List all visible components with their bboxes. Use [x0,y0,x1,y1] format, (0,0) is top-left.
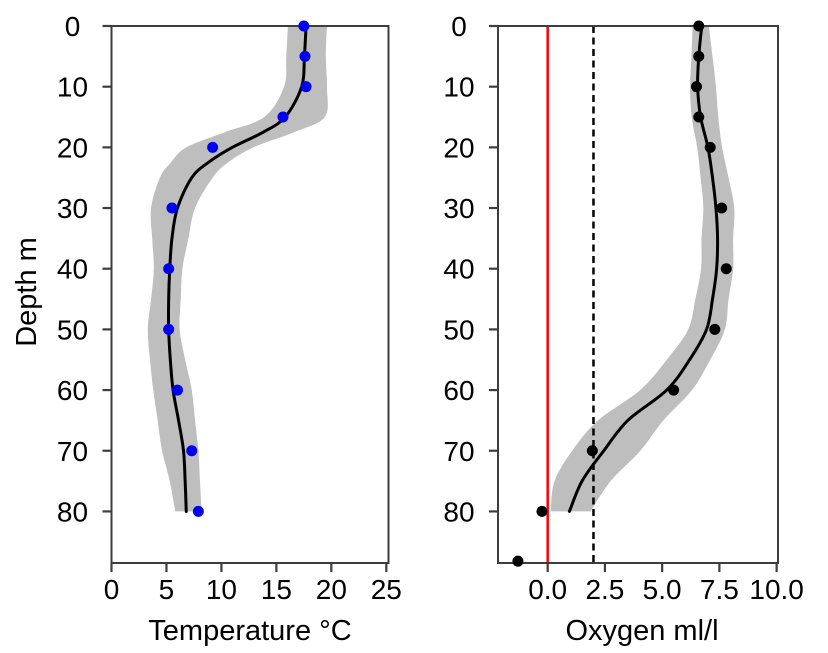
confidence-band [147,26,328,512]
y-tick-label: 10 [57,72,88,103]
data-point [299,50,311,62]
y-tick-label: 20 [443,132,474,163]
data-point [691,81,702,93]
y-tick-label: 80 [57,496,88,527]
data-point [163,263,175,275]
x-tick-label: 7.5 [700,574,739,605]
data-point [709,323,721,335]
data-point [277,111,289,123]
x-tick-label: 2.5 [585,574,624,605]
y-tick-label: 0 [65,11,81,42]
x-tick-label: 10 [206,574,237,605]
y-tick-label: 60 [443,375,474,406]
data-point [704,141,716,153]
y-tick-label: 80 [443,496,474,527]
oxygen-plot: 0.0 2.5 5.0 7.5 10.0 0 10 20 30 40 50 60 70 80 Oxygen … [443,11,803,647]
confidence-band [550,26,735,512]
data-point [207,141,219,153]
data-point [186,445,198,457]
data-point [192,505,204,517]
plot-frame [110,25,390,564]
data-point [693,111,705,123]
data-point [586,445,598,457]
x-tick-label: 10.0 [749,574,804,605]
data-point [171,384,183,396]
y-tick-label: 30 [443,193,474,224]
data-point [298,20,310,32]
x-axis-title: Temperature °C [148,615,351,647]
y-tick-label: 20 [57,132,88,163]
y-axis-title: Depth m [11,237,43,347]
data-point [512,555,524,567]
x-tick-label: 5 [159,574,175,605]
x-axis-title: Oxygen ml/l [565,615,718,647]
smoothed-fit-line [567,24,720,513]
data-point [536,505,548,517]
plot-frame [497,25,779,564]
data-point [163,323,175,335]
data-point [693,50,705,62]
y-tick-label: 50 [57,314,88,345]
data-point [720,263,732,275]
data-point [716,202,728,214]
y-tick-label: 40 [57,254,88,285]
data-point [693,20,705,32]
y-tick-label: 70 [57,436,88,467]
y-tick-label: 60 [57,375,88,406]
y-tick-label: 0 [451,11,467,42]
temperature-plot: 0 5 10 15 20 25 0 10 20 30 40 50 60 70 80 Temperature °… [11,11,402,647]
data-point [166,202,178,214]
y-tick-label: 70 [443,436,474,467]
data-point [300,81,312,93]
x-tick-label: 5.0 [643,574,682,605]
y-tick-label: 50 [443,314,474,345]
data-point [668,384,680,396]
x-tick-label: 0.0 [528,574,567,605]
x-tick-label: 20 [316,574,347,605]
x-tick-label: 15 [261,574,292,605]
y-tick-label: 10 [443,72,474,103]
x-tick-label: 0 [104,574,120,605]
y-tick-label: 30 [57,193,88,224]
x-tick-label: 25 [371,574,402,605]
y-tick-label: 40 [443,254,474,285]
